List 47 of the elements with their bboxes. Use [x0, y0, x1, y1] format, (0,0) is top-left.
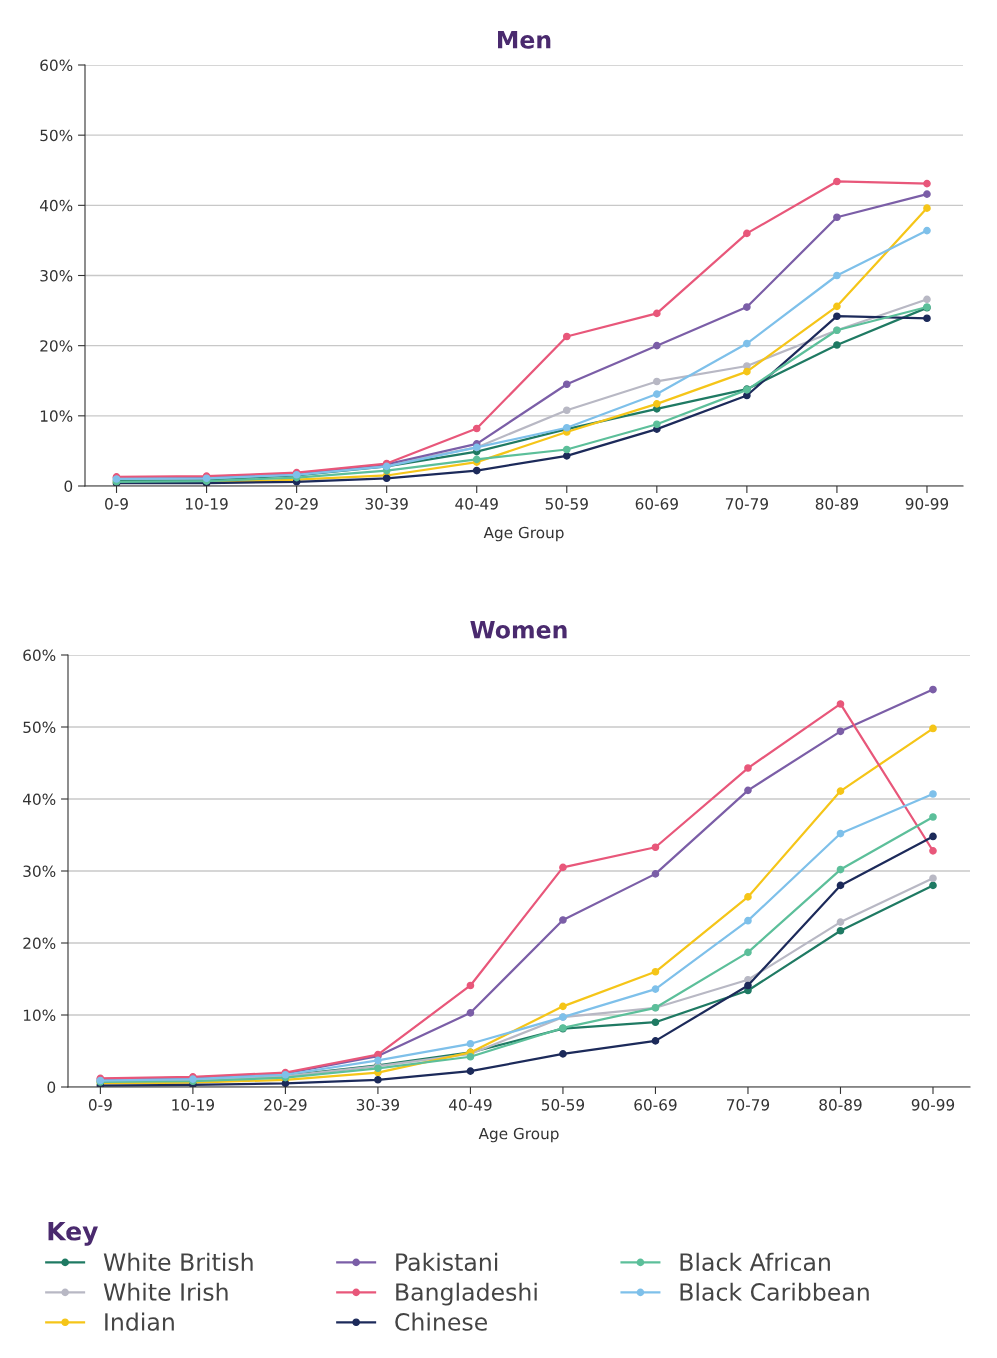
x-tick-label: 60-69	[635, 498, 678, 510]
legend-label: Pakistani	[396, 1252, 498, 1271]
x-tick-label: 30-39	[356, 1099, 400, 1111]
x-axis-title: Age Group	[483, 526, 564, 542]
x-tick-label: 90-99	[911, 1099, 955, 1111]
x-tick-label: 0-9	[88, 1099, 112, 1111]
x-tick-label: 90-99	[905, 498, 949, 510]
x-tick-label: 70-79	[725, 498, 768, 510]
x-tick-label: 60-69	[634, 1099, 677, 1111]
y-tick-label: 20%	[23, 937, 56, 950]
x-tick-label: 20-29	[275, 498, 318, 510]
x-tick-label: 30-39	[365, 498, 408, 510]
legend-label: Chinese	[395, 1312, 487, 1331]
legend-label: Black African	[680, 1252, 830, 1271]
y-tick-label: 60%	[40, 59, 73, 72]
y-tick-label: 40%	[39, 199, 73, 212]
chart-title: Women	[470, 621, 567, 639]
x-tick-label: 70-79	[727, 1099, 770, 1111]
x-tick-label: 10-19	[172, 1099, 215, 1111]
legend-label: Bangladeshi	[396, 1282, 537, 1306]
y-tick-label: 20%	[40, 340, 73, 352]
chart-title: Men	[498, 31, 551, 49]
legend-label: White Irish	[103, 1282, 228, 1301]
y-tick-label: 60%	[23, 649, 56, 662]
legend-title: Key	[48, 1222, 98, 1246]
legend-label: Black Caribbean	[680, 1282, 869, 1301]
y-tick-label: 0	[47, 1081, 56, 1094]
y-tick-label: 50%	[40, 129, 73, 142]
x-tick-label: 40-49	[455, 498, 498, 510]
y-tick-label: 50%	[23, 721, 56, 734]
y-tick-label: 0	[64, 480, 73, 493]
x-tick-label: 80-89	[815, 498, 859, 510]
x-tick-label: 0-9	[105, 498, 128, 510]
x-axis-title: Age Group	[478, 1127, 559, 1143]
y-tick-label: 10%	[40, 410, 73, 422]
x-tick-label: 80-89	[819, 1099, 862, 1111]
y-tick-label: 40%	[22, 793, 56, 806]
y-tick-label: 30%	[40, 269, 73, 282]
x-tick-label: 10-19	[186, 498, 228, 510]
legend-label: White British	[103, 1252, 253, 1271]
x-tick-label: 40-49	[448, 1099, 492, 1111]
y-tick-label: 10%	[23, 1009, 56, 1022]
y-tick-label: 30%	[23, 865, 56, 878]
legend-label: Indian	[105, 1312, 174, 1331]
x-tick-label: 50-59	[541, 1099, 585, 1111]
x-tick-label: 20-29	[264, 1099, 307, 1111]
x-tick-label: 50-59	[545, 498, 588, 510]
